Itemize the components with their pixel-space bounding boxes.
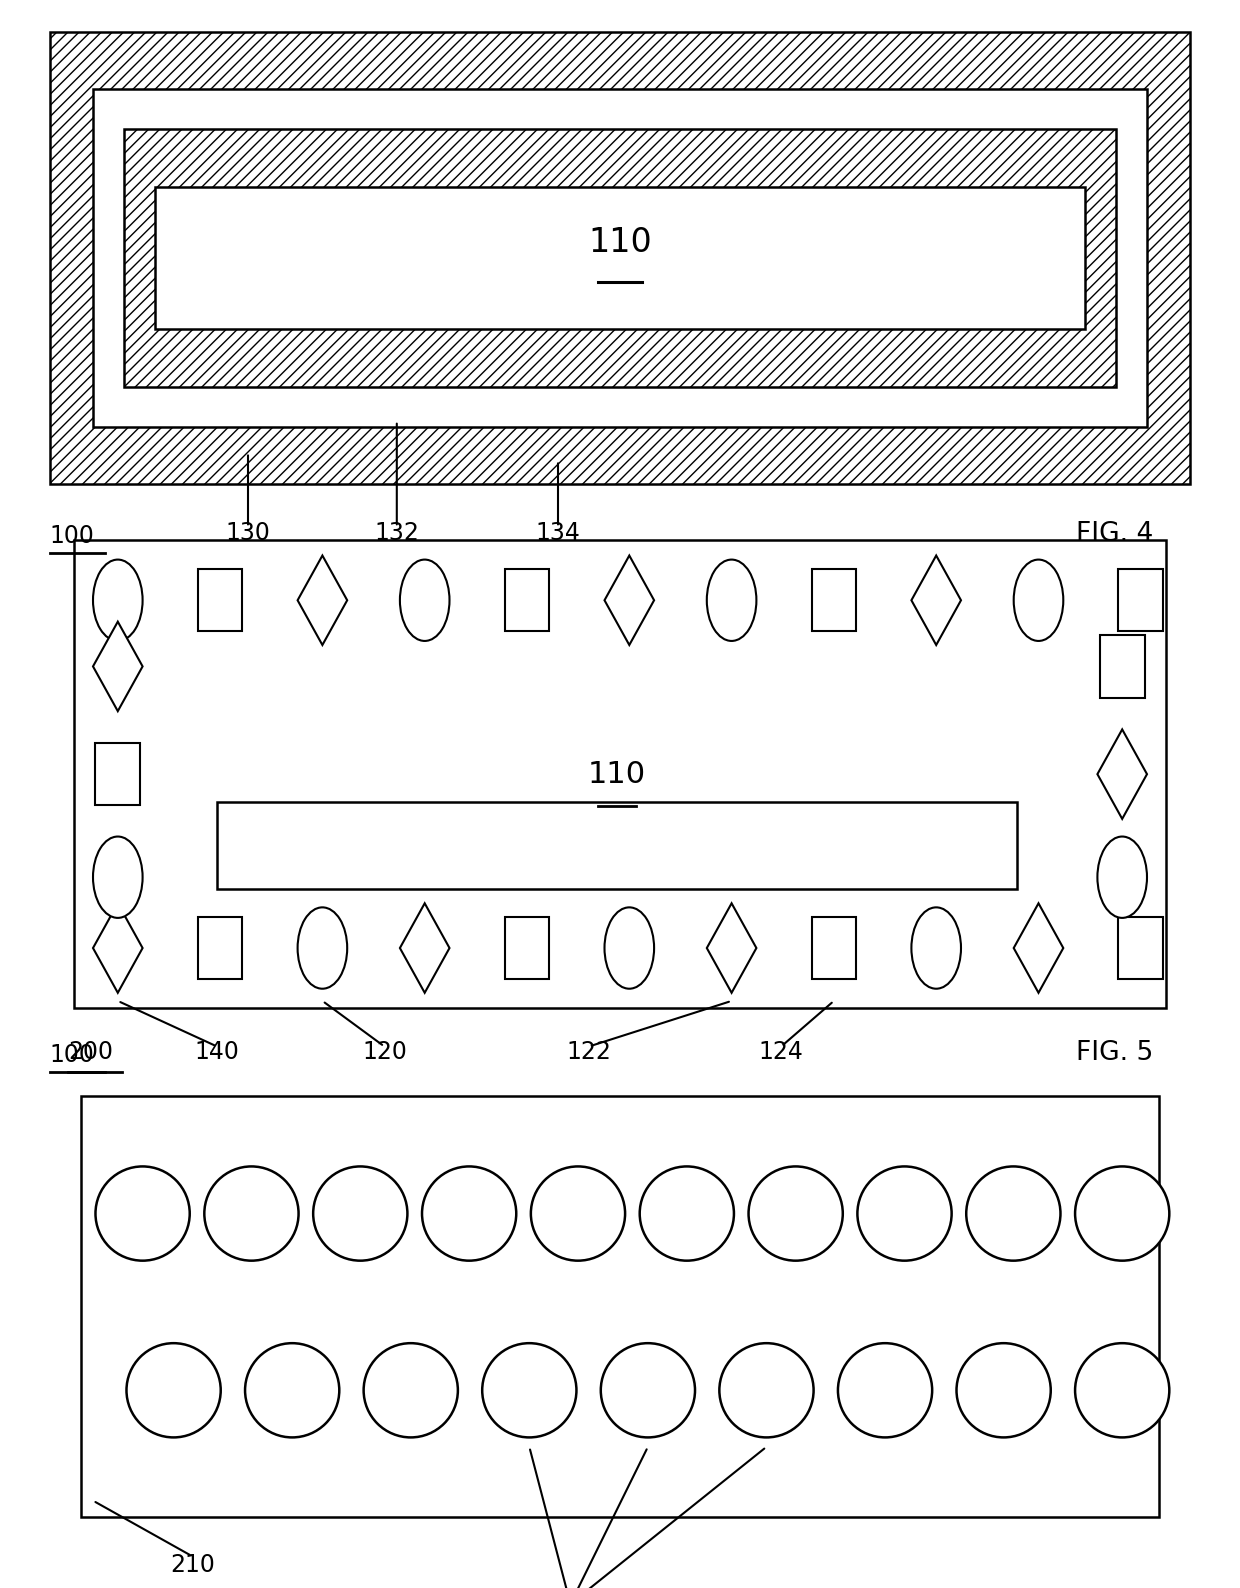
Ellipse shape xyxy=(314,1167,408,1261)
Bar xyxy=(1118,569,1163,632)
Bar xyxy=(74,540,1166,1008)
Ellipse shape xyxy=(531,1167,625,1261)
Ellipse shape xyxy=(966,1167,1060,1261)
Bar xyxy=(50,32,1190,484)
Ellipse shape xyxy=(719,1343,813,1437)
Ellipse shape xyxy=(640,1167,734,1261)
Polygon shape xyxy=(1097,729,1147,819)
Ellipse shape xyxy=(205,1167,299,1261)
Ellipse shape xyxy=(605,907,655,989)
Bar xyxy=(93,89,1147,427)
Polygon shape xyxy=(399,904,449,992)
Text: 110: 110 xyxy=(588,759,646,789)
Bar xyxy=(1118,916,1163,980)
Ellipse shape xyxy=(95,1167,190,1261)
Ellipse shape xyxy=(1075,1343,1169,1437)
Text: 200: 200 xyxy=(68,1040,113,1064)
Ellipse shape xyxy=(1097,837,1147,918)
Ellipse shape xyxy=(838,1343,932,1437)
Ellipse shape xyxy=(246,1343,340,1437)
Text: 120: 120 xyxy=(362,1040,407,1064)
Ellipse shape xyxy=(749,1167,843,1261)
Text: 130: 130 xyxy=(226,521,270,545)
Ellipse shape xyxy=(707,559,756,642)
Ellipse shape xyxy=(298,907,347,989)
Ellipse shape xyxy=(93,559,143,642)
Polygon shape xyxy=(298,556,347,645)
Bar xyxy=(155,187,1085,329)
Ellipse shape xyxy=(1075,1167,1169,1261)
Bar xyxy=(198,569,243,632)
Text: FIG. 4: FIG. 4 xyxy=(1076,521,1153,546)
Polygon shape xyxy=(911,556,961,645)
Text: 110: 110 xyxy=(588,225,652,259)
Text: 100: 100 xyxy=(50,1043,94,1067)
Polygon shape xyxy=(707,904,756,992)
Bar xyxy=(81,1096,1159,1517)
Bar xyxy=(811,916,856,980)
Bar xyxy=(217,802,1017,889)
Text: 124: 124 xyxy=(759,1040,804,1064)
Ellipse shape xyxy=(857,1167,951,1261)
Text: 210: 210 xyxy=(170,1553,215,1577)
Ellipse shape xyxy=(911,907,961,989)
Text: FIG. 5: FIG. 5 xyxy=(1076,1040,1153,1066)
Text: 140: 140 xyxy=(195,1040,239,1064)
Bar xyxy=(198,916,243,980)
Text: 132: 132 xyxy=(374,521,419,545)
Ellipse shape xyxy=(399,559,449,642)
Text: 134: 134 xyxy=(536,521,580,545)
Ellipse shape xyxy=(482,1343,577,1437)
Bar xyxy=(811,569,856,632)
Text: 100: 100 xyxy=(50,524,94,548)
Polygon shape xyxy=(604,556,655,645)
Polygon shape xyxy=(1013,904,1063,992)
Polygon shape xyxy=(93,904,143,992)
Ellipse shape xyxy=(600,1343,694,1437)
Bar xyxy=(95,743,140,805)
Ellipse shape xyxy=(363,1343,458,1437)
Text: 122: 122 xyxy=(567,1040,611,1064)
Polygon shape xyxy=(93,621,143,711)
Bar xyxy=(505,916,549,980)
Bar xyxy=(505,569,549,632)
Ellipse shape xyxy=(93,837,143,918)
Ellipse shape xyxy=(1013,559,1063,642)
Ellipse shape xyxy=(126,1343,221,1437)
Ellipse shape xyxy=(422,1167,516,1261)
Bar xyxy=(1100,635,1145,697)
Bar xyxy=(124,129,1116,387)
Ellipse shape xyxy=(956,1343,1050,1437)
